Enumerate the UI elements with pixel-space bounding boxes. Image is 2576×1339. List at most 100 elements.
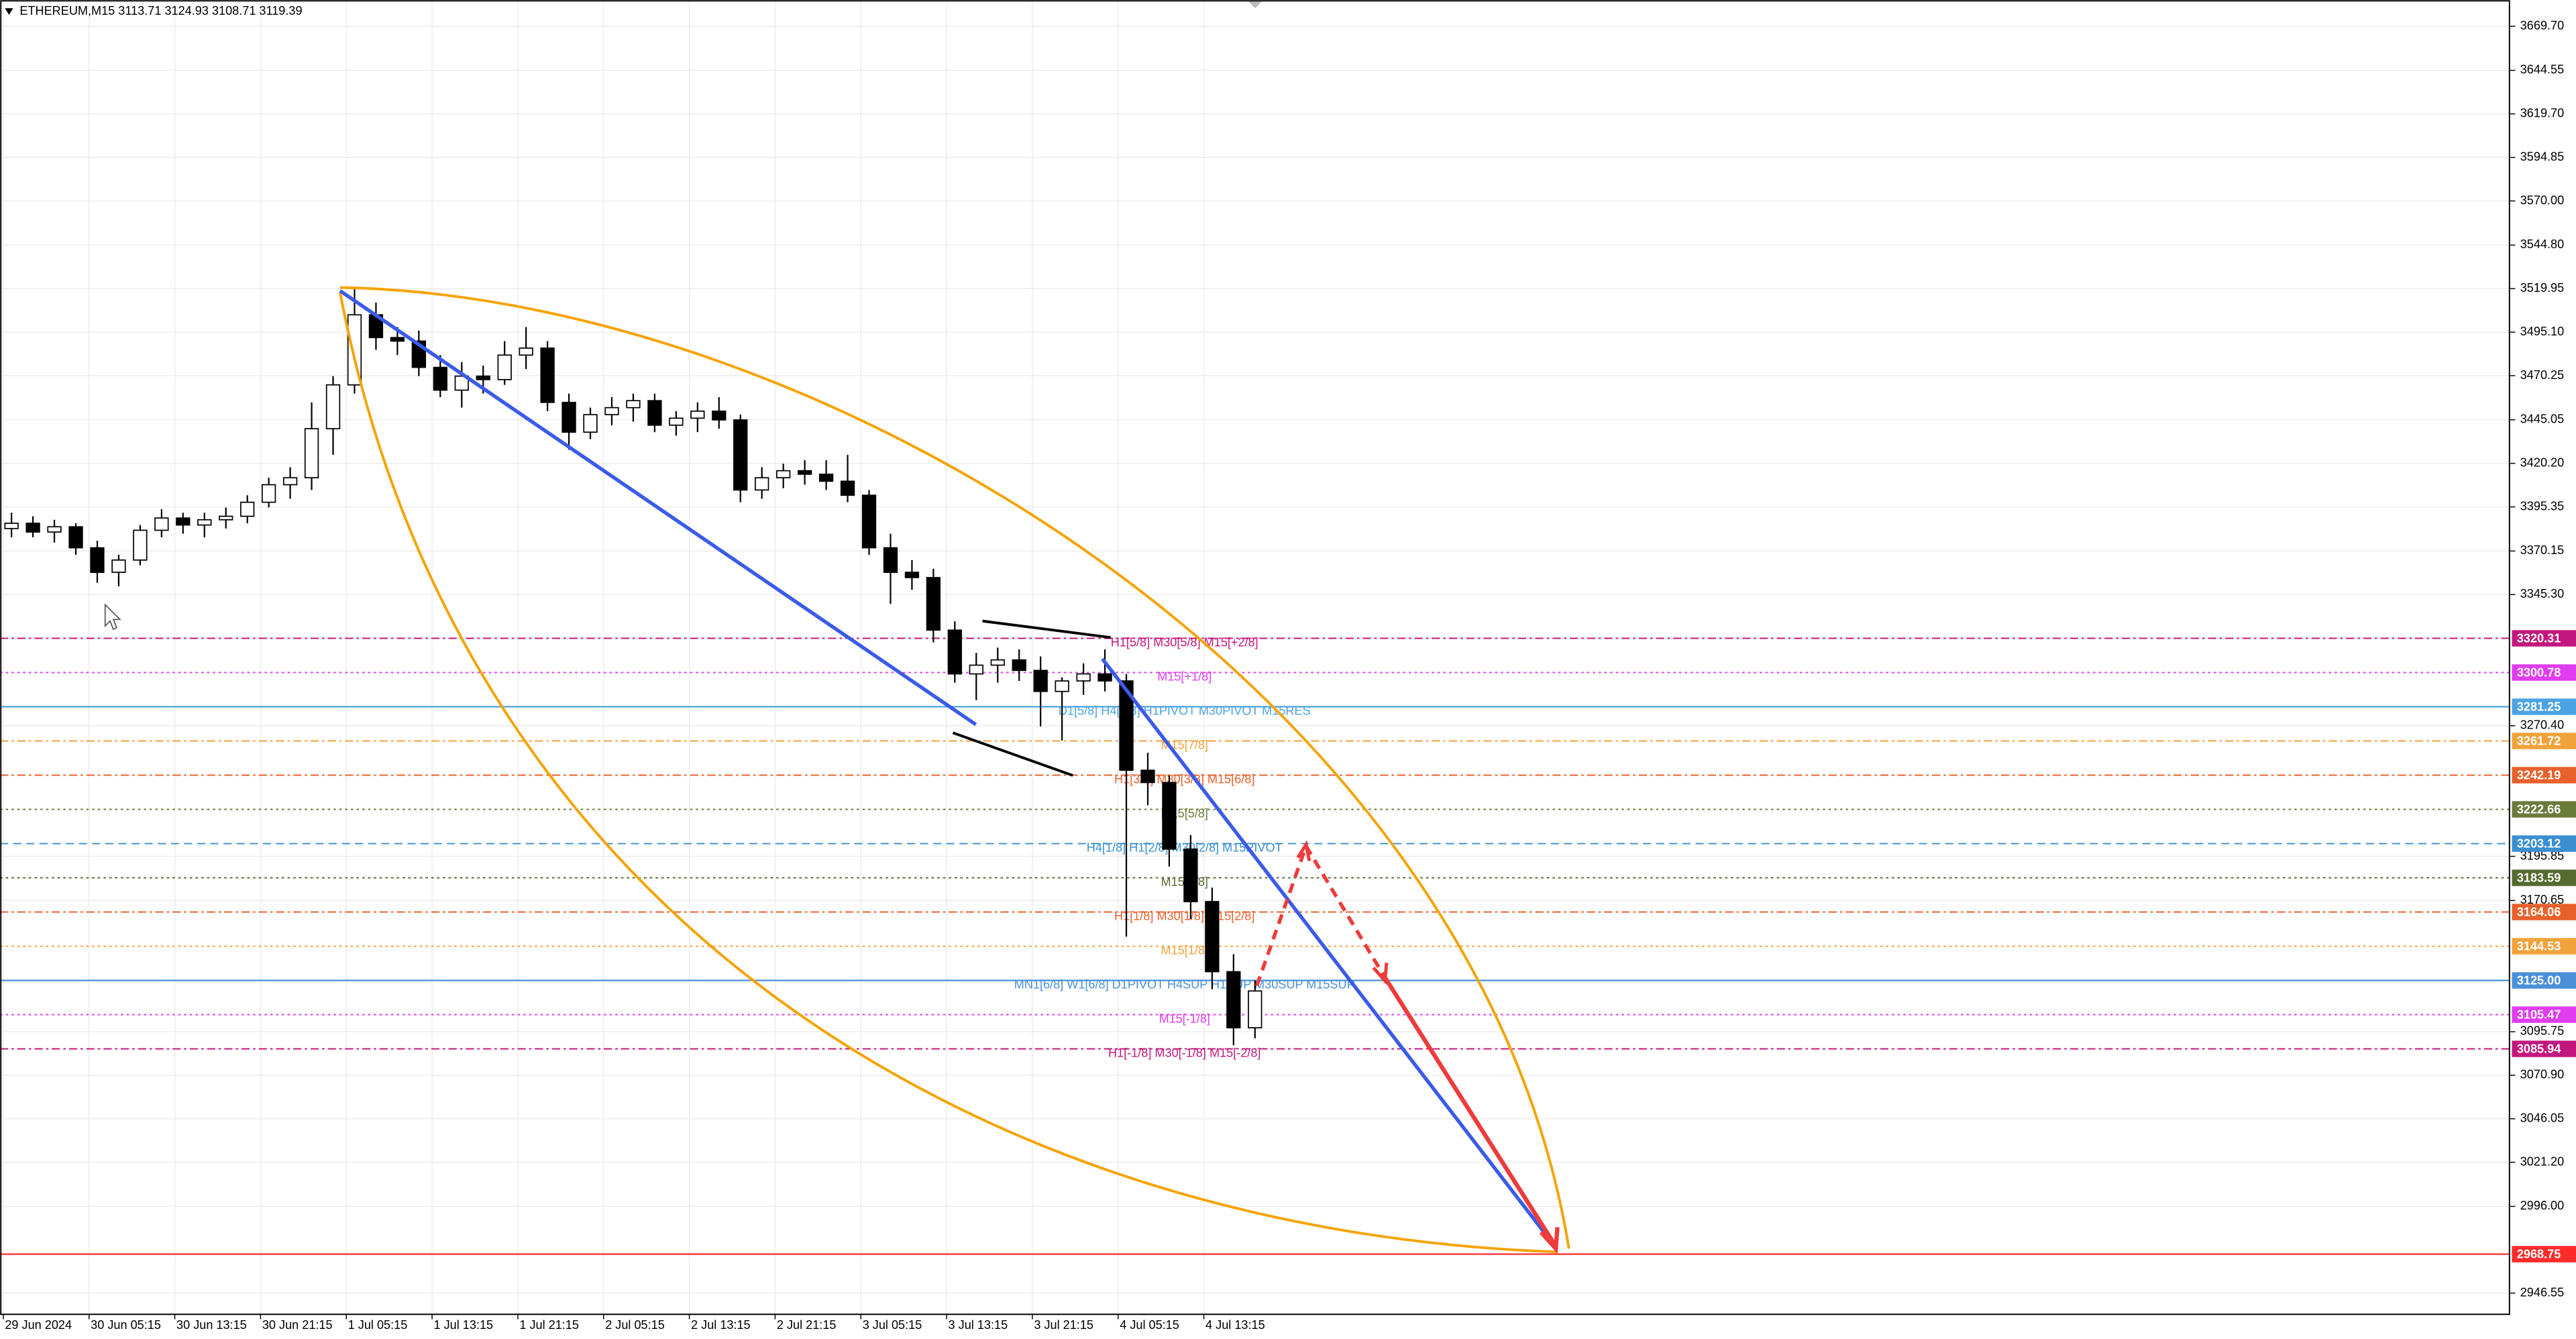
y-tick-label: 3594.85 — [2520, 150, 2564, 163]
candle-body — [1055, 680, 1069, 692]
candle-body — [712, 411, 727, 421]
price-box — [2512, 698, 2576, 715]
candle-body — [969, 664, 983, 675]
arc-lower — [339, 292, 1558, 1254]
y-tick-label: 3420.20 — [2520, 456, 2564, 469]
x-tick-label: 1 Jul 05:15 — [348, 1318, 408, 1332]
y-tick-label: 3370.15 — [2520, 543, 2564, 557]
candle-body — [47, 526, 62, 533]
price-box-label: 3320.31 — [2517, 632, 2561, 645]
y-tick-label: 3395.35 — [2520, 499, 2564, 513]
plot-border — [0, 0, 2510, 1316]
candle-body — [25, 523, 40, 533]
level-label: H1[5/8] M30[5/8] M15[+2/8] — [1111, 636, 1258, 649]
candle-body — [519, 347, 533, 356]
candle-body — [454, 375, 469, 391]
candle-body — [647, 400, 662, 426]
level-label: M15[1/8] — [1161, 944, 1208, 957]
price-box — [2512, 801, 2576, 818]
candle-body — [540, 347, 555, 403]
x-tick-label: 3 Jul 21:15 — [1034, 1318, 1093, 1332]
trend-line — [339, 289, 977, 727]
channel-line — [952, 731, 1073, 777]
price-box-label: 3203.12 — [2517, 837, 2561, 851]
trend-line — [1101, 657, 1556, 1247]
y-tick-label: 3619.70 — [2520, 107, 2564, 120]
price-box-label: 3164.06 — [2517, 906, 2561, 919]
candle-body — [262, 484, 276, 503]
y-tick-label: 3495.10 — [2520, 325, 2564, 338]
level-label: H1[-1/8] M30[-1/8] M15[-2/8] — [1108, 1047, 1260, 1060]
price-box-label: 3261.72 — [2517, 735, 2561, 748]
candle-body — [1033, 670, 1048, 692]
candle-body — [755, 477, 769, 491]
price-box — [2512, 1040, 2576, 1057]
candle-body — [626, 400, 641, 409]
level-label: H4[1/8] H1[2/8] M30[2/8] M15PIVOT — [1087, 841, 1283, 855]
candle-body — [176, 517, 191, 526]
y-tick-label: 3345.30 — [2520, 587, 2564, 600]
y-tick-label: 3021.20 — [2520, 1155, 2564, 1168]
candle-body — [861, 494, 877, 549]
candle-body — [1205, 901, 1220, 973]
arrow-head — [1296, 840, 1311, 861]
price-box — [2512, 1246, 2576, 1263]
arrow-head — [1539, 1227, 1560, 1254]
candle-body — [111, 559, 126, 573]
drawings — [104, 1, 1570, 1254]
price-box — [2512, 835, 2576, 852]
y-tick-label: 3270.40 — [2520, 718, 2564, 732]
y-tick-label: 2996.00 — [2520, 1199, 2564, 1212]
y-tick-label: 3544.80 — [2520, 237, 2564, 251]
x-tick-label: 3 Jul 05:15 — [863, 1318, 922, 1332]
scroll-marker[interactable] — [1248, 1, 1262, 9]
price-box — [2512, 1006, 2576, 1023]
price-box — [2512, 664, 2576, 681]
candle-body — [390, 337, 405, 342]
price-box-label: 3300.78 — [2517, 666, 2561, 680]
x-tick-label: 2 Jul 21:15 — [777, 1318, 837, 1332]
y-tick-label: 3644.55 — [2520, 63, 2564, 76]
mouse-cursor — [104, 603, 121, 631]
x-tick-label: 1 Jul 21:15 — [519, 1318, 579, 1332]
y-tick-label: 3070.90 — [2520, 1068, 2564, 1081]
level-label: H1[1/8] M30[1/8] M15[2/8] — [1114, 910, 1254, 923]
y-tick-label: 3470.25 — [2520, 368, 2564, 382]
candle-body — [733, 419, 748, 491]
level-label: M15[+1/8] — [1157, 670, 1212, 684]
candle-body — [1140, 769, 1155, 784]
candle-body — [154, 517, 169, 531]
title-menu[interactable] — [5, 8, 13, 15]
y-tick-label: 3519.95 — [2520, 281, 2564, 294]
candle-body — [840, 480, 855, 496]
candle-body — [90, 547, 105, 573]
candle-body — [1097, 673, 1112, 682]
candle-body — [926, 577, 941, 631]
candle-body — [776, 470, 791, 478]
x-tick-label: 30 Jun 21:15 — [262, 1318, 333, 1332]
candle-body — [1076, 673, 1091, 682]
x-tick-label: 2 Jul 05:15 — [605, 1318, 665, 1332]
candle-body — [4, 523, 19, 529]
candle-body — [476, 375, 490, 380]
x-tick-label: 1 Jul 13:15 — [434, 1318, 494, 1332]
candle-body — [990, 659, 1005, 666]
y-tick-label: 3445.05 — [2520, 413, 2564, 426]
level-label: H1[3/8] M30[3/8] M15[6/8] — [1114, 773, 1254, 786]
price-box-label: 3222.66 — [2517, 803, 2561, 816]
candle-body — [690, 411, 705, 419]
candle-body — [433, 366, 447, 391]
candle-body — [818, 474, 834, 482]
price-box — [2512, 972, 2576, 989]
price-box-label: 3183.59 — [2517, 871, 2561, 885]
price-box-label: 3242.19 — [2517, 769, 2561, 782]
y-tick-label: 3046.05 — [2520, 1111, 2564, 1124]
y-tick-label: 3195.85 — [2520, 849, 2564, 862]
candle-body — [797, 470, 812, 475]
candle-body — [583, 414, 598, 433]
candle-body — [561, 401, 576, 433]
candle-body — [497, 354, 512, 380]
